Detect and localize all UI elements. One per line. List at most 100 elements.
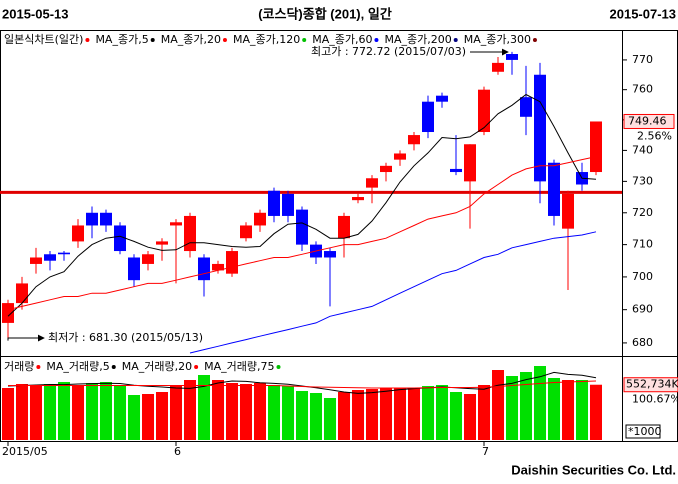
- candle-body: [170, 222, 182, 226]
- legend-dot: [194, 365, 199, 369]
- volume-bar: [100, 382, 112, 440]
- legend-dot: [302, 38, 307, 42]
- x-tick-label: 2015/05: [2, 445, 48, 458]
- volume-bar: [492, 370, 504, 440]
- volume-bar: [86, 383, 98, 440]
- legend-dot: [532, 38, 537, 42]
- candle-body: [408, 135, 420, 145]
- y-tick-label: 720: [632, 206, 653, 219]
- volume-bar: [282, 386, 294, 440]
- volume-bar: [310, 393, 322, 440]
- volume-bar: [44, 384, 56, 440]
- volume-bar: [212, 380, 224, 440]
- candle-body: [464, 144, 476, 182]
- candle-body: [184, 215, 196, 252]
- candle-body: [198, 257, 210, 281]
- legend-label: 거래량: [4, 360, 34, 373]
- volume-bar: [198, 375, 210, 440]
- y-tick-label: 770: [632, 53, 653, 66]
- candle-body: [226, 251, 238, 274]
- legend-entry: MA_거래량,5: [46, 360, 109, 373]
- volume-bar: [2, 388, 14, 440]
- volume-bar: [184, 380, 196, 440]
- legend-dot: [374, 38, 379, 42]
- candle-body: [394, 153, 406, 160]
- x-tick-label: 6: [174, 445, 181, 458]
- legend-dot: [222, 38, 227, 42]
- candle-body: [100, 212, 112, 226]
- candle-body: [156, 241, 168, 245]
- volume-bar: [380, 388, 392, 440]
- volume-bar: [548, 378, 560, 440]
- candle-body: [380, 165, 392, 173]
- volume-bar: [142, 394, 154, 440]
- candle-body: [282, 193, 294, 216]
- legend-dot: [85, 38, 90, 42]
- candle-body: [590, 121, 602, 173]
- volume-bar: [352, 390, 364, 440]
- volume-bar: [128, 395, 140, 440]
- volume-bar: [324, 398, 336, 440]
- x-tick-label: 7: [482, 445, 489, 458]
- last-volume: 552,734K: [626, 378, 678, 391]
- legend-label: 일본식차트(일간): [4, 32, 83, 46]
- candle-body: [86, 212, 98, 226]
- candle-body: [254, 212, 266, 226]
- ma-line: [7, 93, 597, 317]
- ma-line: [189, 231, 597, 354]
- volume-bar: [30, 385, 42, 440]
- volume-bar: [436, 385, 448, 440]
- y-tick-label: 740: [632, 143, 653, 156]
- y-tick-label: 690: [632, 303, 653, 316]
- volume-bar: [240, 384, 252, 440]
- legend-dot: [36, 365, 41, 369]
- volume-bar: [576, 380, 588, 440]
- volume-bar: [464, 394, 476, 440]
- volume-bar: [534, 366, 546, 440]
- candle-body: [492, 62, 504, 72]
- legend-entry: MA_종가,20: [161, 33, 221, 46]
- last-change: 2.56%: [637, 129, 672, 142]
- volume-bar: [254, 383, 266, 440]
- volume-bar: [408, 388, 420, 440]
- candle-body: [44, 254, 56, 261]
- legend-entry: MA_종가,60: [312, 33, 372, 46]
- volume-bar: [338, 392, 350, 440]
- volume-bar: [114, 386, 126, 440]
- candle-body: [520, 97, 532, 117]
- candle-body: [30, 257, 42, 264]
- volume-bar: [478, 385, 490, 440]
- volume-bar: [562, 380, 574, 440]
- legend-entry: MA_거래량,75: [204, 360, 274, 373]
- candle-body: [2, 303, 14, 323]
- legend-entry: MA_종가,120: [233, 33, 300, 46]
- volume-bar: [58, 382, 70, 440]
- volume-bar: [16, 384, 28, 440]
- legend-entry: MA_종가,200: [384, 33, 451, 46]
- volume-bar: [156, 392, 168, 440]
- candle-body: [16, 283, 28, 304]
- last-volume-box: [623, 377, 678, 393]
- y-tick-label: 760: [632, 83, 653, 96]
- legend-entry: MA_거래량,20: [122, 360, 192, 373]
- legend-entry: MA_종가,5: [95, 33, 148, 46]
- candle-body: [450, 168, 462, 173]
- candle-body: [436, 95, 448, 102]
- y-tick-label: 700: [632, 270, 653, 283]
- ma-line: [7, 156, 597, 311]
- candle-body: [58, 252, 70, 255]
- candle-body: [506, 54, 518, 60]
- volume-bar: [590, 384, 602, 440]
- last-price: 749.46: [628, 114, 667, 127]
- unit-box: [625, 424, 661, 439]
- end-date: 2015-07-13: [610, 6, 677, 21]
- candle-body: [534, 74, 546, 182]
- legend-dot: [453, 38, 458, 42]
- candle-body: [268, 190, 280, 216]
- candle-body: [478, 89, 490, 133]
- volume-bar: [366, 389, 378, 440]
- candle-body: [114, 225, 126, 252]
- legend-dot: [276, 365, 281, 369]
- candle-body: [240, 225, 252, 239]
